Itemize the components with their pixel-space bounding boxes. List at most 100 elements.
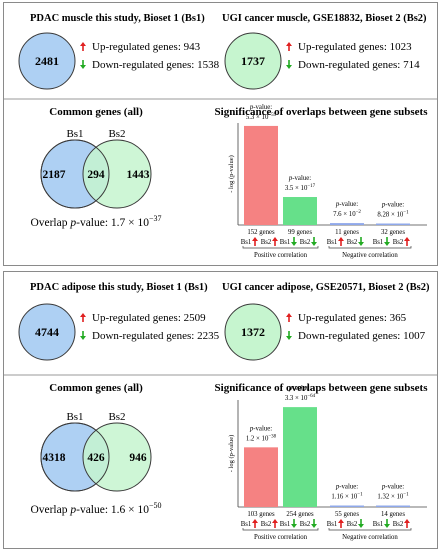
- overlap-exponent: −50: [149, 501, 162, 510]
- bar-3-bs2-arrow-icon: [358, 237, 364, 246]
- venn-bs2-circle: [82, 422, 152, 492]
- bar-4-gene-count: 32 genes: [381, 229, 405, 236]
- adipose-panel: PDAC adipose this study, Bioset 1 (Bs1) U…: [3, 271, 438, 549]
- negative-correlation-label: Negative correlation: [342, 534, 398, 541]
- bar-3-bs2-arrow-icon: [358, 519, 364, 528]
- bar-2-pvalue: 3.3 × 10−64: [285, 394, 316, 402]
- bar-2-bs1-arrow-icon: [291, 237, 297, 246]
- bar-1-bs1-label: Bs1: [241, 239, 252, 246]
- bar-3-gene-count: 55 genes: [335, 511, 359, 518]
- bs1-circle: [18, 303, 76, 361]
- venn-shared-count: 426: [87, 452, 105, 464]
- significance-title: Significance of overlaps between gene su…: [215, 382, 429, 394]
- overlap-exponent: −37: [149, 214, 162, 223]
- bar-3-pvalue-label: p-value:: [335, 201, 358, 208]
- bar-2-bs1-label: Bs1: [280, 521, 291, 528]
- bar-2-bs2-arrow-icon: [311, 519, 317, 528]
- venn-bs1-outline: [40, 139, 110, 209]
- bs2-down-regulated-text: Down-regulated genes: 714: [298, 59, 420, 71]
- bar-1: [244, 125, 278, 225]
- bar-4-pvalue: 8.28 × 10−1: [377, 211, 409, 219]
- muscle-panel: PDAC muscle this study, Bioset 1 (Bs1) UG…: [3, 2, 438, 266]
- bar-2-pvalue: 3.5 × 10−17: [285, 184, 316, 192]
- bar-1-pvalue-label: p-value:: [249, 104, 272, 111]
- bar-3: [330, 505, 364, 507]
- venn-bs1-outline: [40, 422, 110, 492]
- bar-3: [330, 223, 364, 225]
- overlap-p-letter: p: [69, 217, 76, 229]
- bar-1: [244, 447, 278, 507]
- bar-4-pvalue: 1.32 × 10−1: [377, 493, 409, 501]
- bs2-down-regulated-arrow-icon: [286, 331, 292, 340]
- bar-2-gene-count: 254 genes: [286, 511, 314, 518]
- bar-1-bs2-arrow-icon: [272, 519, 278, 528]
- muscle-panel-figure: PDAC muscle this study, Bioset 1 (Bs1) UG…: [4, 13, 437, 259]
- common-genes-title: Common genes (all): [49, 106, 143, 118]
- venn-bs2-label: Bs2: [108, 128, 125, 140]
- positive-group-bracket: [242, 246, 319, 249]
- overlap-prefix: Overlap: [30, 217, 70, 229]
- bar-4-pvalue-label: p-value:: [381, 202, 404, 209]
- venn-shared-count: 294: [87, 169, 105, 181]
- negative-group-bracket: [328, 246, 412, 249]
- bs2-down-regulated-text: Down-regulated genes: 1007: [298, 330, 426, 342]
- bar-2: [283, 197, 317, 225]
- bar-1-pvalue: 1.2 × 10−38: [246, 434, 277, 442]
- venn-bs2-label: Bs2: [108, 411, 125, 423]
- venn-bs1-label: Bs1: [66, 128, 83, 140]
- bar-1-pvalue-label: p-value:: [249, 425, 272, 432]
- bs1-down-regulated-text: Down-regulated genes: 1538: [92, 59, 220, 71]
- bar-4: [376, 505, 410, 507]
- bar-4-bs1-arrow-icon: [384, 519, 390, 528]
- venn-only-bs1-count: 2187: [43, 169, 66, 181]
- venn-only-bs2-count: 1443: [127, 169, 150, 181]
- bar-2-bs2-arrow-icon: [311, 237, 317, 246]
- bs1-total-count: 2481: [35, 54, 59, 68]
- bs1-down-regulated-arrow-icon: [80, 60, 86, 69]
- bar-1-bs1-arrow-icon: [252, 237, 258, 246]
- bar-4-bs2-arrow-icon: [404, 237, 410, 246]
- bar-1-bs1-arrow-icon: [252, 519, 258, 528]
- significance-title: Significance of overlaps between gene su…: [215, 106, 429, 118]
- bar-3-bs1-arrow-icon: [338, 237, 344, 246]
- bar-1-gene-count: 103 genes: [247, 511, 275, 518]
- positive-correlation-label: Positive correlation: [254, 534, 308, 541]
- bar-1-bs2-label: Bs2: [261, 239, 272, 246]
- bar-2-pvalue-label: p-value:: [288, 385, 311, 392]
- common-genes-title: Common genes (all): [49, 382, 143, 394]
- bar-1-bs2-arrow-icon: [272, 237, 278, 246]
- bar-3-bs2-label: Bs2: [347, 239, 358, 246]
- bs2-up-regulated-arrow-icon: [286, 313, 292, 322]
- bar-1-bs2-label: Bs2: [261, 521, 272, 528]
- bar-2-bs2-label: Bs2: [300, 239, 311, 246]
- overlap-p-value: Overlap p-value: 1.7 × 10−37: [30, 214, 161, 229]
- bs1-total-count: 4744: [35, 325, 59, 339]
- bar-4-bs1-arrow-icon: [384, 237, 390, 246]
- negative-correlation-label: Negative correlation: [342, 252, 398, 259]
- bar-4-gene-count: 14 genes: [381, 511, 405, 518]
- bar-1-pvalue: 5.3 × 10−59: [246, 113, 277, 121]
- bar-3-bs1-label: Bs1: [327, 521, 338, 528]
- bs2-title: UGI cancer muscle, GSE18832, Bioset 2 (B…: [222, 13, 427, 24]
- bar-2-bs1-label: Bs1: [280, 239, 291, 246]
- bs2-up-regulated-arrow-icon: [286, 42, 292, 51]
- bar-2-bs1-arrow-icon: [291, 519, 297, 528]
- venn-bs1-label: Bs1: [66, 411, 83, 423]
- bar-2-gene-count: 99 genes: [288, 229, 312, 236]
- bar-2-bs2-label: Bs2: [300, 521, 311, 528]
- bar-3-bs1-arrow-icon: [338, 519, 344, 528]
- bar-1-bs1-label: Bs1: [241, 521, 252, 528]
- bs1-down-regulated-arrow-icon: [80, 331, 86, 340]
- bar-2-pvalue-label: p-value:: [288, 175, 311, 182]
- bar-4-bs2-arrow-icon: [404, 519, 410, 528]
- bs2-down-regulated-arrow-icon: [286, 60, 292, 69]
- bar-4-bs1-label: Bs1: [373, 521, 384, 528]
- overlap-p-letter: p: [69, 504, 76, 516]
- negative-group-bracket: [328, 528, 412, 531]
- bs1-down-regulated-text: Down-regulated genes: 2235: [92, 330, 220, 342]
- overlap-value: -value: 1.7 × 10: [76, 217, 149, 229]
- y-axis-label: - log (p-value): [228, 435, 235, 473]
- bar-3-bs2-label: Bs2: [347, 521, 358, 528]
- bs1-up-regulated-text: Up-regulated genes: 943: [92, 41, 201, 53]
- positive-correlation-label: Positive correlation: [254, 252, 308, 259]
